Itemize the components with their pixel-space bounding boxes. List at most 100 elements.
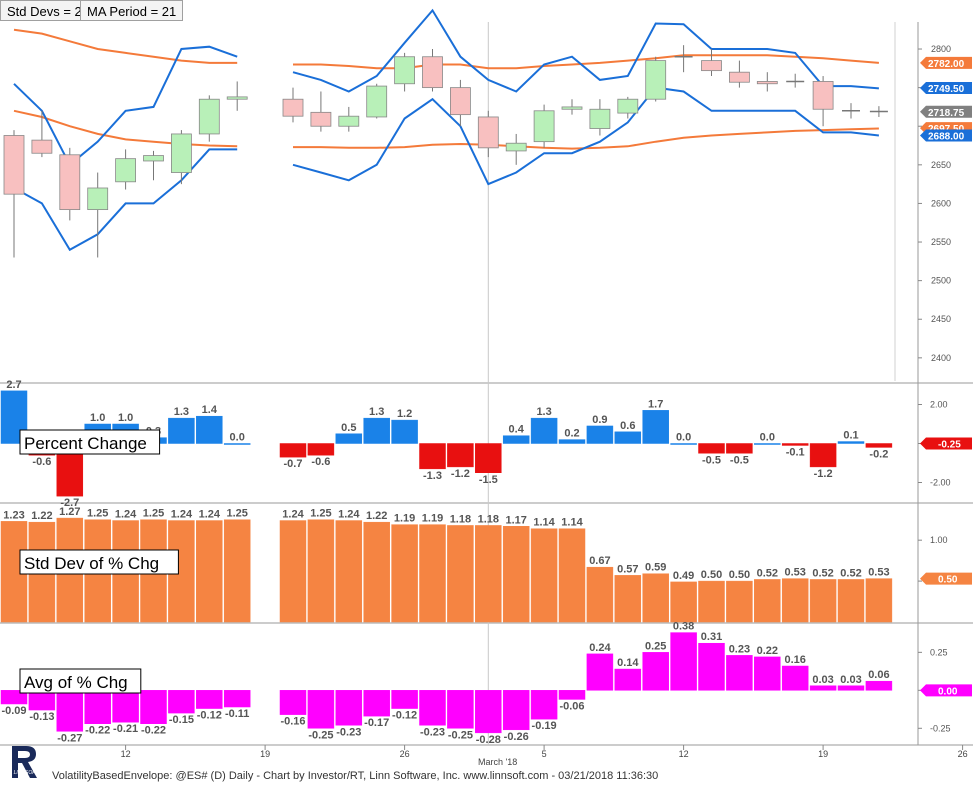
bar-value-label: -0.5 — [702, 454, 721, 466]
ma-lower-line — [13, 109, 879, 150]
indicator-bar — [84, 690, 111, 724]
month-label: March '18 — [478, 757, 518, 767]
bar-value-label: 0.52 — [812, 567, 833, 579]
ma-upper-line — [13, 28, 879, 70]
bar-value-label: 0.03 — [812, 674, 833, 686]
bar-value-label: 0.4 — [509, 424, 525, 436]
time-tick-label: 19 — [818, 749, 828, 759]
indicator-bar — [279, 690, 307, 715]
indicator-bar — [614, 575, 642, 623]
bar-value-label: 0.24 — [589, 642, 611, 654]
indicator-bar — [754, 579, 781, 623]
candle-body — [561, 106, 583, 110]
indicator-bar — [335, 433, 363, 444]
bar-value-label: 1.19 — [394, 513, 415, 525]
indicator-bar — [447, 443, 474, 468]
pane-title: Std Dev of % Chg — [24, 554, 159, 573]
bar-value-label: 1.0 — [90, 412, 105, 424]
bar-value-label: 1.18 — [478, 513, 499, 525]
indicator-bar — [614, 431, 642, 444]
bar-value-label: -0.11 — [225, 708, 249, 720]
price-tick-label: 2450 — [931, 314, 951, 324]
candle-body — [310, 111, 332, 127]
bar-value-label: 1.3 — [536, 406, 551, 418]
indicator-bar — [0, 521, 28, 623]
candle-body — [338, 115, 360, 127]
bar-value-label: 1.25 — [143, 508, 164, 520]
indicator-bar — [781, 665, 809, 691]
indicator-bar — [56, 690, 84, 732]
indicator-bar — [530, 528, 558, 623]
bar-value-label: 0.57 — [617, 563, 638, 575]
tab-ma-period[interactable]: MA Period = 21 — [80, 0, 184, 21]
candle-body — [505, 142, 527, 152]
indicator-bar — [726, 655, 753, 691]
candle-body — [366, 85, 388, 118]
indicator-bar — [558, 439, 586, 444]
candle-body — [812, 81, 834, 110]
bar-value-label: 0.06 — [868, 669, 889, 681]
indicator-bar — [196, 520, 223, 623]
indicator-bar — [223, 443, 251, 445]
bar-value-label: 0.22 — [757, 645, 778, 657]
indicator-bar — [670, 632, 697, 691]
indicator-bar — [558, 690, 586, 700]
bar-value-label: -0.6 — [32, 456, 51, 468]
pane-title-box — [19, 668, 142, 694]
bar-value-label: 0.50 — [729, 569, 750, 581]
last-value-marker — [920, 437, 972, 450]
bar-value-label: -1.3 — [423, 470, 442, 482]
bar-value-label: -0.23 — [420, 726, 445, 738]
candle-body — [617, 98, 639, 114]
candle-body — [589, 108, 611, 129]
svg-text:LINNSOFT: LINNSOFT — [14, 770, 40, 776]
bar-value-label: -1.2 — [451, 468, 470, 480]
indicator-bar — [363, 417, 390, 444]
indicator-bar — [419, 690, 446, 726]
time-tick-label: 26 — [958, 749, 968, 759]
bar-value-label: 0.1 — [843, 430, 858, 442]
bar-value-label: 2.7 — [6, 379, 21, 391]
indicator-bar — [781, 443, 809, 446]
indicator-bar — [307, 519, 335, 623]
price-marker — [920, 129, 972, 142]
bar-value-label: 0.53 — [784, 567, 805, 579]
candle-body — [394, 56, 416, 85]
bar-value-label: -0.19 — [532, 720, 557, 732]
indicator-bar — [865, 680, 893, 691]
indicator-bar — [363, 521, 390, 623]
bar-value-label: -0.13 — [29, 711, 54, 723]
bar-value-label: 1.14 — [561, 517, 583, 529]
indicator-bar — [726, 443, 753, 454]
bar-value-label: -0.22 — [141, 725, 166, 737]
indicator-tick-label: -0.25 — [930, 723, 951, 733]
bar-value-label: -0.7 — [284, 458, 303, 470]
indicator-bar — [530, 690, 558, 720]
candle-body — [701, 60, 722, 72]
indicator-tick-label: 2.00 — [930, 400, 948, 410]
bar-value-label: 1.24 — [282, 509, 304, 521]
indicator-bar — [419, 524, 446, 623]
candle-body — [449, 87, 471, 116]
indicator-bar — [698, 642, 725, 691]
indicator-bar — [586, 653, 614, 691]
indicator-bar — [307, 443, 335, 456]
price-marker — [920, 56, 972, 69]
bar-value-label: -2.7 — [60, 497, 79, 509]
pane-title-box — [19, 549, 179, 575]
pane-title-box — [19, 429, 161, 455]
bar-value-label: 0.5 — [341, 422, 356, 434]
tab-std-devs[interactable]: Std Devs = 2 — [0, 0, 89, 21]
indicator-bar — [223, 519, 251, 623]
bar-value-label: 1.23 — [3, 509, 24, 521]
indicator-bar — [809, 443, 837, 468]
bar-value-label: 1.22 — [31, 510, 52, 522]
bar-value-label: 0.0 — [230, 432, 245, 444]
indicator-bar — [670, 443, 697, 445]
indicator-bar — [642, 652, 669, 691]
bar-value-label: 1.24 — [115, 509, 137, 521]
indicator-bar — [642, 573, 669, 623]
bar-value-label: -0.16 — [280, 716, 305, 728]
bar-value-label: 1.14 — [533, 517, 555, 529]
